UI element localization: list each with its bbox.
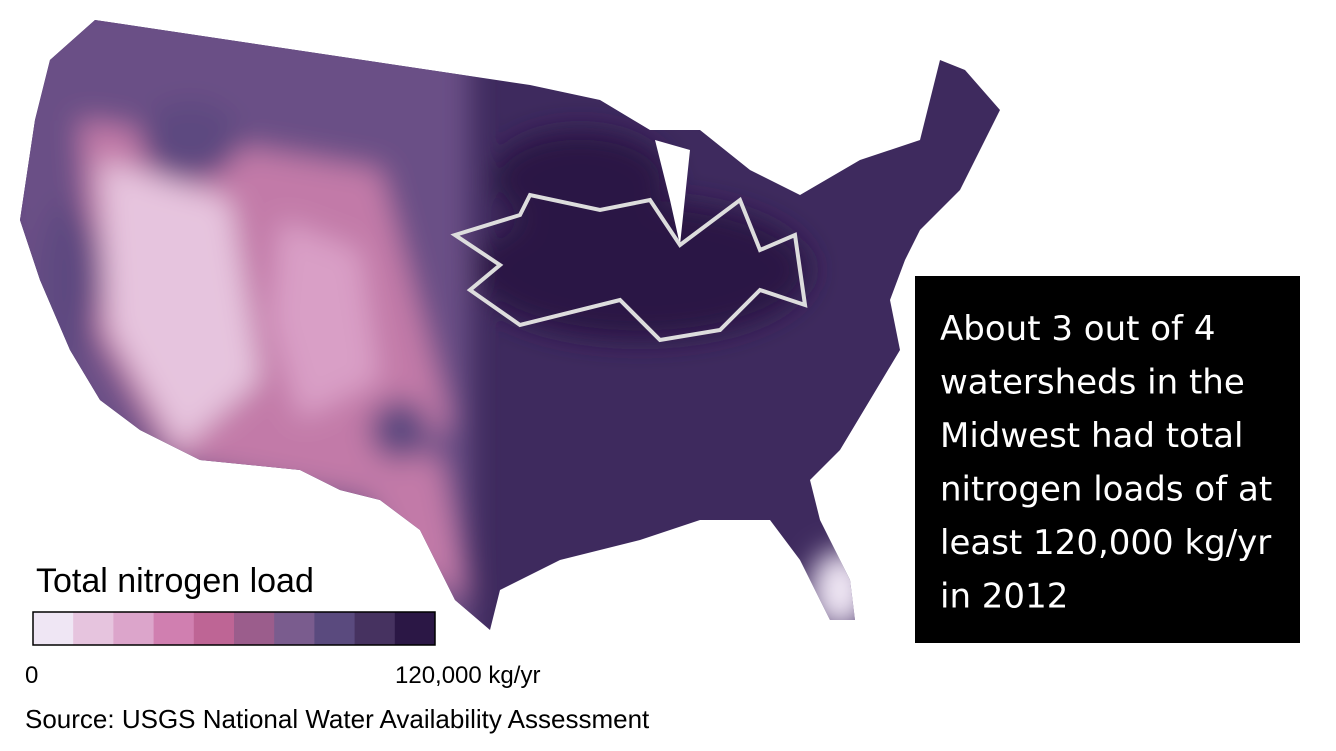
legend-swatch [193, 612, 235, 645]
callout-line: About 3 out of 4 [940, 309, 1215, 349]
legend-swatch [113, 612, 155, 645]
callout-box [915, 276, 1300, 643]
legend-border [32, 611, 436, 646]
legend-swatch [33, 612, 74, 645]
legend-min-label: 0 [25, 662, 38, 689]
legend-swatch [354, 612, 396, 645]
legend-title: Total nitrogen load [36, 562, 314, 600]
legend-max-label: 120,000 kg/yr [395, 662, 540, 689]
callout-line: watersheds in the [940, 363, 1245, 403]
source: Source: USGS National Water Availability… [25, 704, 650, 734]
legend-swatch [153, 612, 195, 645]
legend-bar [33, 612, 436, 645]
legend-swatch [73, 612, 114, 645]
callout-line: nitrogen loads of at [940, 470, 1272, 510]
callout-line: Midwest had total [940, 416, 1243, 456]
legend-swatch [314, 612, 356, 645]
callout-line: in 2012 [940, 577, 1068, 617]
callout: About 3 out of 4 watersheds in the Midwest… [915, 276, 1300, 643]
callout-line: least 120,000 kg/yr [940, 523, 1271, 563]
legend-swatch [234, 612, 275, 645]
legend-swatch [274, 612, 315, 645]
callout-text: About 3 out of 4 watersheds in the Midwest… [940, 309, 1272, 617]
legend-swatch [394, 612, 436, 645]
lake-michigan [655, 140, 690, 245]
midwest-outline [450, 192, 808, 343]
